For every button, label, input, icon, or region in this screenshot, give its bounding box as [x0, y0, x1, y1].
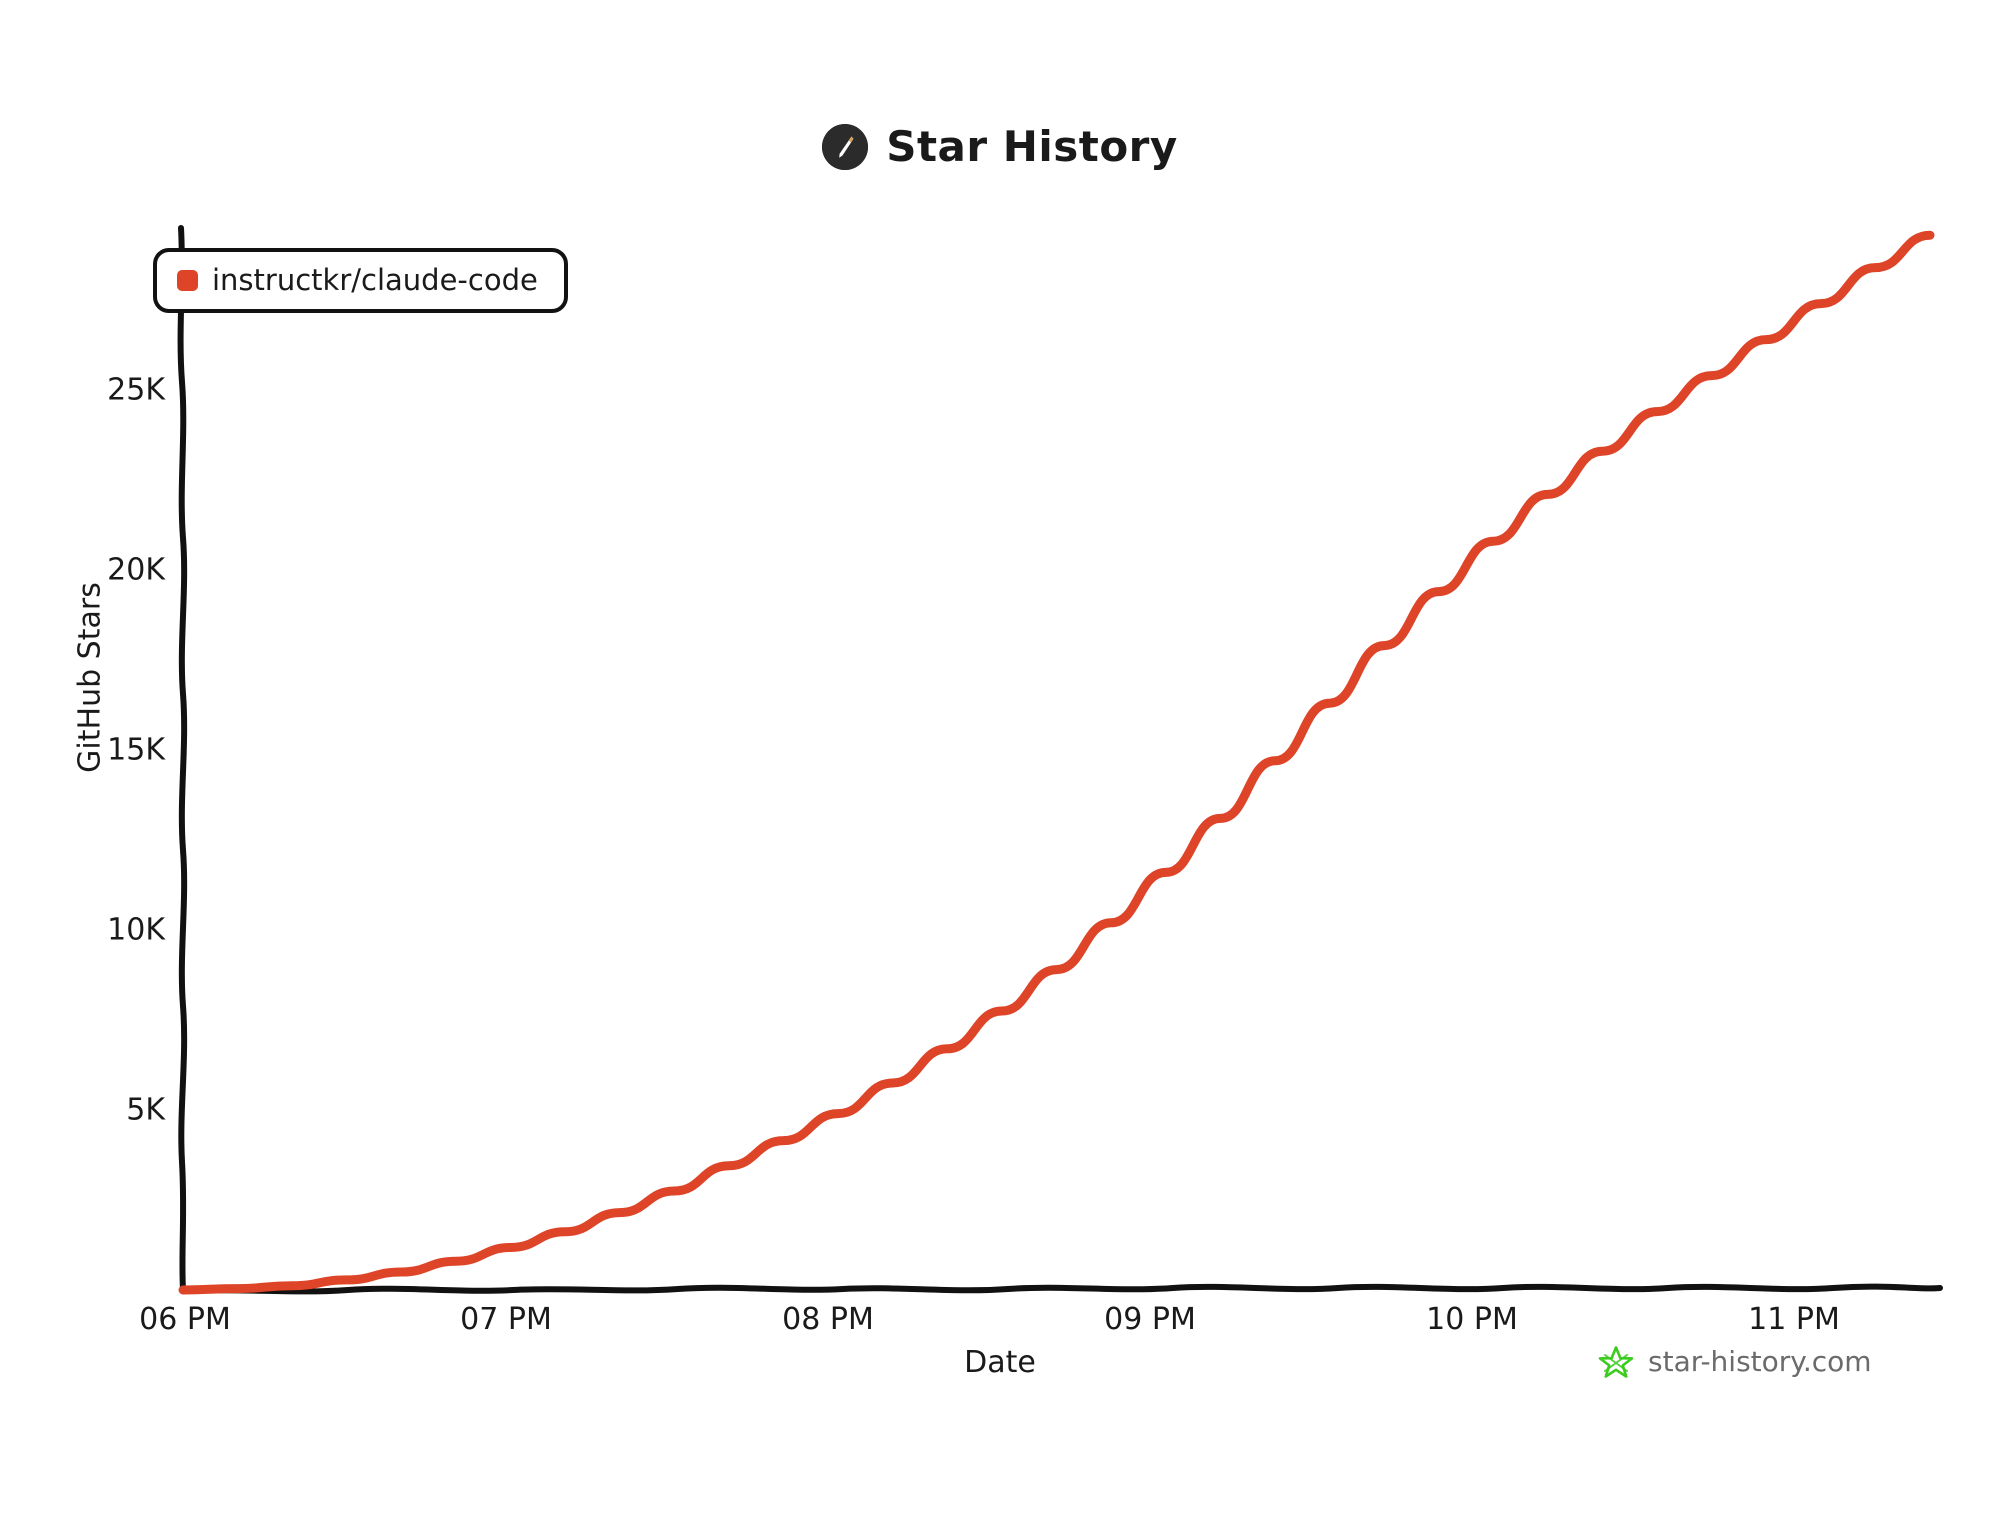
series-line-instructkr-claude-code [178, 230, 1935, 1295]
watermark[interactable]: star-history.com [1598, 1344, 1872, 1380]
legend-item-label: instructkr/claude-code [212, 263, 538, 297]
legend-swatch-icon [177, 270, 198, 291]
y-tick-label: 15K [107, 732, 165, 768]
pen-icon-svg [822, 124, 869, 170]
star-icon [1598, 1346, 1634, 1378]
x-tick-label: 10 PM [1426, 1302, 1518, 1337]
y-axis-title: GitHub Stars [72, 582, 108, 773]
x-axis-line [180, 1283, 1943, 1295]
pen-icon [822, 124, 869, 170]
x-tick-label: 11 PM [1748, 1302, 1840, 1337]
page-title: Star History [886, 122, 1178, 171]
x-tick-label: 08 PM [782, 1302, 874, 1337]
y-tick-label: 5K [126, 1092, 165, 1128]
x-tick-label: 06 PM [139, 1302, 231, 1337]
y-axis-ticks: 5K 10K 15K 20K 25K [30, 0, 165, 1533]
y-tick-label: 20K [107, 552, 165, 588]
y-tick-label: 10K [107, 912, 165, 948]
x-tick-label: 07 PM [460, 1302, 552, 1337]
x-tick-label: 09 PM [1104, 1302, 1196, 1337]
chart-header: Star History [0, 124, 2000, 170]
watermark-label: star-history.com [1648, 1345, 1872, 1378]
y-tick-label: 25K [107, 372, 165, 408]
x-axis-title: Date [964, 1345, 1036, 1380]
legend[interactable]: instructkr/claude-code [153, 248, 568, 313]
y-axis-line [177, 225, 188, 1293]
